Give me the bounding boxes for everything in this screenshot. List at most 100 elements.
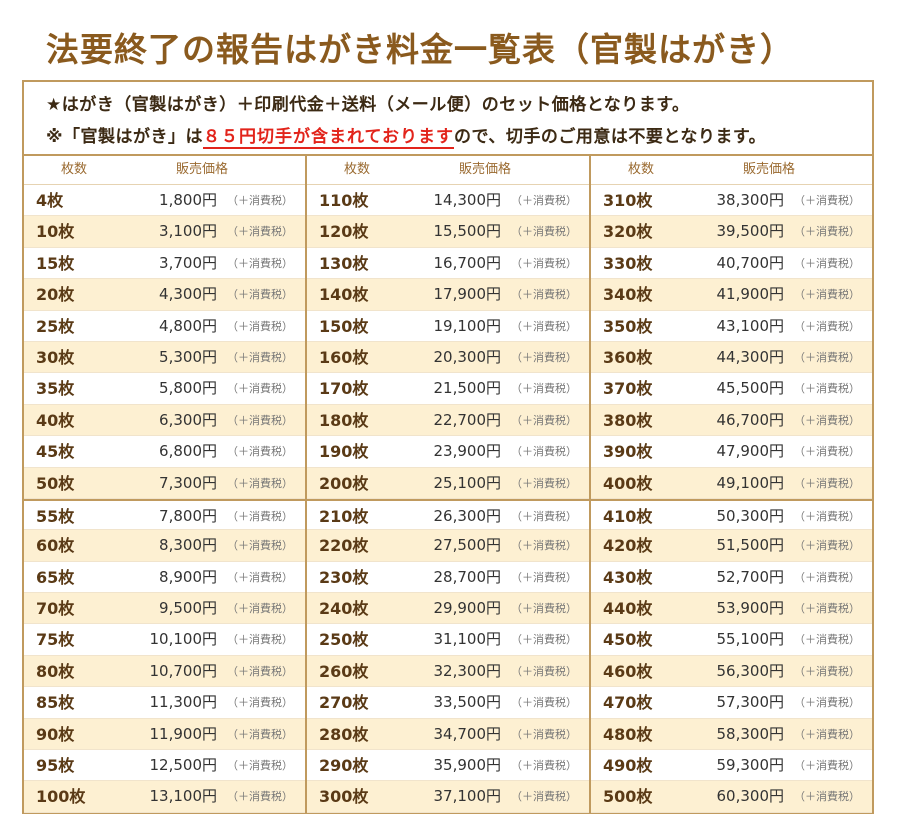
tax-note: （＋消費税） xyxy=(794,759,860,773)
tax-note: （＋消費税） xyxy=(227,382,293,396)
price-cell: 4,300円 xyxy=(159,285,217,304)
table-row: 85枚 11,300円 （＋消費税） xyxy=(24,687,305,719)
price-cell: 12,500円 xyxy=(149,756,218,775)
qty-cell: 450枚 xyxy=(603,630,653,650)
qty-cell: 350枚 xyxy=(603,316,653,336)
qty-cell: 360枚 xyxy=(603,347,653,367)
qty-cell: 210枚 xyxy=(319,506,369,526)
qty-cell: 95枚 xyxy=(36,756,75,776)
notice-stamp: ※「官製はがき」は８５円切手が含まれておりますので、切手のご用意は不要となります… xyxy=(46,122,767,149)
table-row: 440枚 53,900円 （＋消費税） xyxy=(591,593,872,625)
price-cell: 55,100円 xyxy=(716,630,785,649)
price-cell: 10,700円 xyxy=(149,661,218,680)
qty-cell: 45枚 xyxy=(36,442,75,462)
price-cell: 29,900円 xyxy=(433,599,502,618)
price-cell: 53,900円 xyxy=(716,599,785,618)
qty-cell: 190枚 xyxy=(319,442,369,462)
qty-cell: 290枚 xyxy=(319,756,369,776)
price-cell: 9,500円 xyxy=(159,599,217,618)
tax-note: （＋消費税） xyxy=(794,633,860,647)
qty-cell: 4枚 xyxy=(36,191,64,210)
qty-cell: 270枚 xyxy=(319,693,369,713)
price-cell: 6,800円 xyxy=(159,442,217,461)
price-cell: 3,100円 xyxy=(159,222,217,241)
table-row: 110枚 14,300円 （＋消費税） xyxy=(307,185,589,217)
qty-cell: 470枚 xyxy=(603,693,653,713)
qty-cell: 85枚 xyxy=(36,693,75,713)
price-cell: 11,300円 xyxy=(149,693,218,712)
table-row: 450枚 55,100円 （＋消費税） xyxy=(591,624,872,656)
qty-cell: 50枚 xyxy=(36,473,75,493)
tax-note: （＋消費税） xyxy=(794,445,860,459)
header-qty: 枚数 xyxy=(60,162,87,177)
table-row: 390枚 47,900円 （＋消費税） xyxy=(591,436,872,468)
tax-note: （＋消費税） xyxy=(511,350,577,364)
price-cell: 38,300円 xyxy=(716,191,785,209)
tax-note: （＋消費税） xyxy=(794,194,860,207)
table-row: 430枚 52,700円 （＋消費税） xyxy=(591,561,872,594)
tax-note: （＋消費税） xyxy=(227,664,293,678)
price-cell: 27,500円 xyxy=(433,536,502,555)
price-cell: 17,900円 xyxy=(433,285,502,304)
tax-note: （＋消費税） xyxy=(794,288,860,302)
qty-cell: 130枚 xyxy=(319,253,369,273)
table-row: 10枚 3,100円 （＋消費税） xyxy=(24,216,305,248)
price-cell: 5,800円 xyxy=(159,379,217,398)
price-cell: 3,700円 xyxy=(159,253,217,272)
table-row: 70枚 9,500円 （＋消費税） xyxy=(24,593,305,625)
qty-cell: 55枚 xyxy=(36,506,75,526)
qty-cell: 40枚 xyxy=(36,410,75,430)
table-row: 160枚 20,300円 （＋消費税） xyxy=(307,341,589,374)
tax-note: （＋消費税） xyxy=(794,509,860,523)
header-qty: 枚数 xyxy=(627,162,654,177)
table-row: 370枚 45,500円 （＋消費税） xyxy=(591,373,872,405)
table-row: 130枚 16,700円 （＋消費税） xyxy=(307,247,589,280)
price-cell: 57,300円 xyxy=(716,693,785,712)
table-row: 460枚 56,300円 （＋消費税） xyxy=(591,655,872,688)
table-row: 20枚 4,300円 （＋消費税） xyxy=(24,279,305,311)
tax-note: （＋消費税） xyxy=(227,696,293,710)
price-cell: 25,100円 xyxy=(433,473,502,492)
tax-note: （＋消費税） xyxy=(511,790,577,804)
tax-note: （＋消費税） xyxy=(794,350,860,364)
tax-note: （＋消費税） xyxy=(511,382,577,396)
qty-cell: 250枚 xyxy=(319,630,369,650)
table-row: 140枚 17,900円 （＋消費税） xyxy=(307,279,589,311)
price-cell: 21,500円 xyxy=(433,379,502,398)
tax-note: （＋消費税） xyxy=(227,445,293,459)
qty-cell: 400枚 xyxy=(603,473,653,493)
price-cell: 28,700円 xyxy=(433,567,502,586)
qty-cell: 370枚 xyxy=(603,379,653,399)
table-row: 65枚 8,900円 （＋消費税） xyxy=(24,561,305,594)
price-cell: 56,300円 xyxy=(716,661,785,680)
price-cell: 47,900円 xyxy=(716,442,785,461)
qty-cell: 440枚 xyxy=(603,599,653,619)
qty-cell: 200枚 xyxy=(319,473,369,493)
qty-cell: 240枚 xyxy=(319,599,369,619)
price-cell: 8,300円 xyxy=(159,536,217,555)
table-row: 240枚 29,900円 （＋消費税） xyxy=(307,593,589,625)
tax-note: （＋消費税） xyxy=(227,602,293,616)
table-row: 190枚 23,900円 （＋消費税） xyxy=(307,436,589,468)
price-cell: 20,300円 xyxy=(433,347,502,366)
table-row: 350枚 43,100円 （＋消費税） xyxy=(591,310,872,342)
qty-cell: 220枚 xyxy=(319,536,369,556)
tax-note: （＋消費税） xyxy=(511,225,577,239)
qty-cell: 70枚 xyxy=(36,599,75,619)
qty-cell: 25枚 xyxy=(36,316,75,336)
tax-note: （＋消費税） xyxy=(794,664,860,678)
price-cell: 6,300円 xyxy=(159,410,217,429)
table-row: 35枚 5,800円 （＋消費税） xyxy=(24,373,305,405)
notice-stamp-suffix: ので、切手のご用意は不要となります。 xyxy=(454,127,767,147)
column-rows: 4枚 1,800円 （＋消費税） 10枚 3,100円 （＋消費税） 15枚 3,700円 （＋… xyxy=(24,185,305,813)
price-cell: 26,300円 xyxy=(433,506,502,525)
qty-cell: 90枚 xyxy=(36,724,75,744)
qty-cell: 10枚 xyxy=(36,222,75,242)
tax-note: （＋消費税） xyxy=(794,696,860,710)
qty-cell: 110枚 xyxy=(319,191,369,210)
tax-note: （＋消費税） xyxy=(227,759,293,773)
price-cell: 32,300円 xyxy=(433,661,502,680)
tax-note: （＋消費税） xyxy=(227,256,293,270)
price-cell: 34,700円 xyxy=(433,724,502,743)
table-row: 220枚 27,500円 （＋消費税） xyxy=(307,530,589,562)
